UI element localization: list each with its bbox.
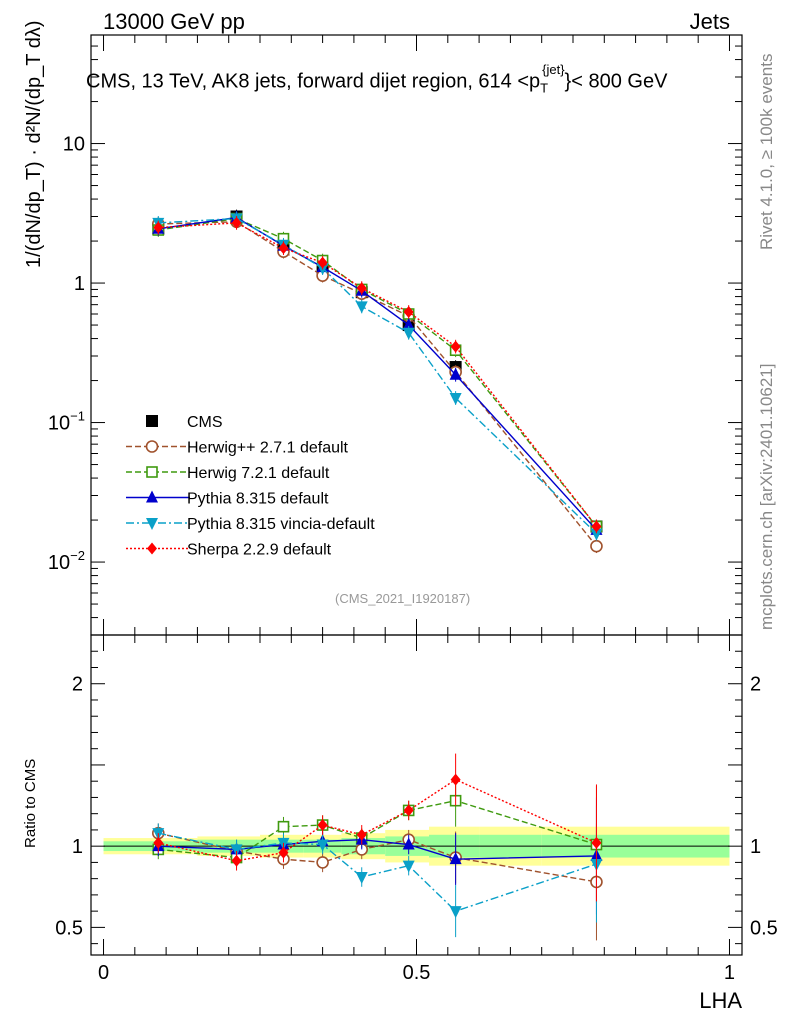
- ratio-point-vincia: [402, 860, 415, 873]
- ratio-point-sherpa: [153, 836, 164, 849]
- ratio-y-tick-label: 2: [72, 674, 83, 696]
- legend-marker-pythia: [146, 490, 158, 503]
- legend-marker-sherpa: [147, 542, 157, 555]
- x-tick-label: 1: [724, 962, 735, 984]
- subtitle-main: CMS, 13 TeV, AK8 jets, forward dijet reg…: [86, 70, 541, 93]
- y-tick-label: 10−1: [48, 409, 85, 435]
- ratio-point-sherpa: [591, 836, 602, 849]
- data-point-sherpa: [356, 282, 367, 295]
- ratio-y-tick-label: 1: [72, 836, 83, 858]
- ratio-point-vincia: [316, 839, 329, 852]
- subtitle-sub: T: [540, 80, 549, 96]
- data-point-sherpa: [317, 256, 328, 269]
- legend-label-cms: CMS: [187, 414, 223, 431]
- data-point-vincia: [590, 528, 603, 541]
- data-point-sherpa: [450, 340, 461, 353]
- ratio-line-herwig7: [158, 799, 597, 859]
- ratio-line-sherpa: [158, 778, 597, 862]
- y-tick-label: 1: [74, 273, 85, 295]
- data-point-pythia: [449, 367, 462, 380]
- ratio-point-sherpa: [231, 854, 242, 867]
- legend-marker-cms: [146, 415, 158, 427]
- ratio-point-sherpa: [450, 773, 461, 786]
- ratio-point-vincia: [449, 906, 462, 919]
- ratio-point-vincia: [230, 844, 243, 857]
- x-tick-label: 0: [98, 962, 109, 984]
- x-axis-label: LHA: [699, 988, 742, 1013]
- data-point-herwigpp: [590, 539, 603, 553]
- ratio-point-pythia: [402, 837, 415, 850]
- ratio-y-tick-label: 0.5: [750, 917, 778, 939]
- ratio-y-tick-label: 2: [750, 674, 761, 696]
- y-tick-label: 10: [63, 134, 85, 156]
- legend-label-vincia: Pythia 8.315 vincia-default: [187, 516, 375, 533]
- data-point-vincia: [449, 392, 462, 405]
- ratio-frame: [90, 634, 743, 956]
- data-point-sherpa: [278, 242, 289, 255]
- series-line-sherpa: [158, 222, 598, 527]
- ratio-point-sherpa: [278, 846, 289, 859]
- subtitle-end: }< 800 GeV: [564, 70, 668, 93]
- ratio-point-herwigpp: [316, 856, 329, 869]
- legend-marker-herwigpp: [145, 440, 159, 453]
- observable-group-label: Jets: [689, 9, 730, 34]
- analysis-id-watermark: (CMS_2021_I1920187): [335, 591, 471, 606]
- series-line-herwigpp: [158, 221, 598, 547]
- data-point-vincia: [402, 327, 415, 340]
- ratio-y-axis-label: Ratio to CMS: [22, 758, 39, 848]
- legend-label-herwig7: Herwig 7.2.1 default: [187, 465, 330, 482]
- legend-label-herwigpp: Herwig++ 2.7.1 default: [187, 440, 349, 457]
- legend-marker-herwig7: [146, 466, 158, 478]
- rivet-version-label: Rivet 4.1.0, ≥ 100k events: [757, 53, 776, 250]
- data-point-vincia: [355, 301, 368, 314]
- ratio-point-sherpa: [356, 828, 367, 841]
- ratio-y-tick-label: 0.5: [55, 917, 83, 939]
- series-line-pythia: [158, 216, 597, 531]
- series-line-vincia: [158, 217, 597, 535]
- y-tick-label: 10−2: [48, 548, 85, 574]
- data-point-sherpa: [231, 216, 242, 229]
- main-y-axis-label: 1/(dN/dp_T) · d²N/(dp_T dλ): [23, 21, 45, 269]
- ratio-point-sherpa: [403, 804, 414, 817]
- data-point-sherpa: [591, 520, 602, 533]
- legend-label-pythia: Pythia 8.315 default: [187, 491, 329, 508]
- ratio-point-herwig7: [277, 820, 290, 833]
- subtitle-sup: {jet}: [542, 62, 565, 77]
- legend-marker-vincia: [146, 518, 158, 530]
- ratio-point-pythia: [449, 852, 462, 865]
- energy-label: 13000 GeV pp: [103, 9, 245, 34]
- data-point-pythia: [402, 318, 415, 331]
- ratio-point-sherpa: [317, 819, 328, 832]
- data-point-sherpa: [153, 221, 164, 234]
- ratio-point-vincia: [355, 872, 368, 885]
- plot-subtitle: CMS, 13 TeV, AK8 jets, forward dijet reg…: [86, 62, 668, 96]
- x-tick-label: 0.5: [403, 962, 431, 984]
- ratio-y-tick-label: 1: [750, 836, 761, 858]
- ratio-line-herwigpp: [158, 832, 597, 883]
- legend-label-sherpa: Sherpa 2.2.9 default: [187, 542, 332, 559]
- data-point-sherpa: [403, 306, 414, 319]
- ratio-line-vincia: [158, 832, 597, 912]
- mcplots-reference-label: mcplots.cern.ch [arXiv:2401.10621]: [757, 363, 776, 630]
